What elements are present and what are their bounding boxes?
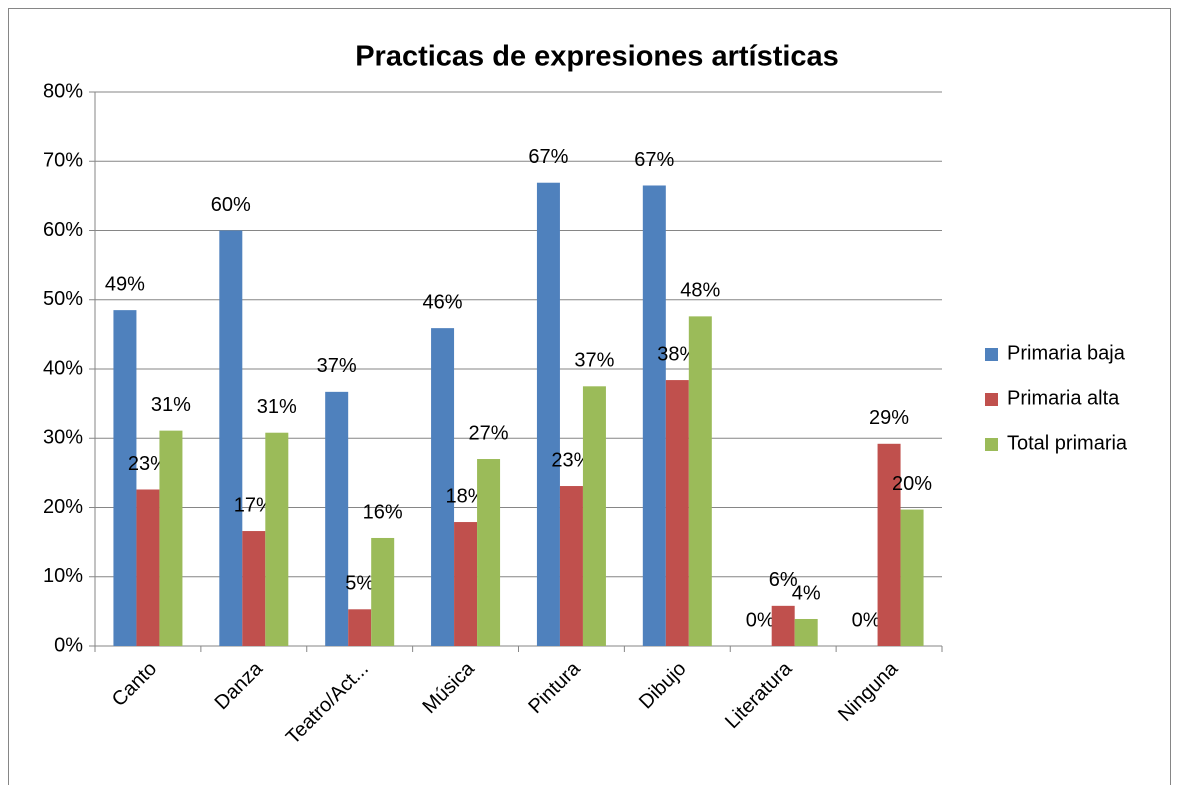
data-label: 6% bbox=[769, 569, 798, 591]
bar bbox=[325, 391, 349, 646]
data-label: 46% bbox=[423, 291, 463, 313]
y-tick-label: 10% bbox=[43, 565, 83, 587]
data-label: 18% bbox=[446, 485, 486, 507]
data-label: 17% bbox=[234, 494, 274, 516]
data-label: 20% bbox=[892, 473, 932, 495]
y-tick-label: 0% bbox=[54, 634, 83, 656]
bar bbox=[265, 432, 289, 646]
bar bbox=[771, 605, 795, 646]
data-label: 16% bbox=[363, 501, 403, 523]
bar bbox=[431, 328, 455, 646]
bar bbox=[477, 459, 501, 646]
y-tick-label: 50% bbox=[43, 288, 83, 310]
bar bbox=[665, 380, 689, 646]
y-tick-label: 40% bbox=[43, 357, 83, 379]
bar bbox=[242, 531, 266, 646]
data-label: 4% bbox=[792, 582, 821, 604]
bar bbox=[900, 509, 924, 646]
legend-swatch bbox=[985, 348, 998, 361]
data-label: 27% bbox=[469, 422, 509, 444]
bar bbox=[794, 618, 818, 646]
bar bbox=[348, 609, 372, 646]
data-label: 5% bbox=[345, 573, 374, 595]
bar bbox=[136, 489, 160, 646]
y-tick-label: 80% bbox=[43, 80, 83, 102]
y-tick-label: 30% bbox=[43, 427, 83, 449]
legend-swatch bbox=[985, 393, 998, 406]
y-tick-label: 60% bbox=[43, 219, 83, 241]
bar bbox=[454, 522, 478, 646]
data-label: 0% bbox=[746, 609, 775, 631]
data-label: 37% bbox=[317, 355, 357, 377]
bar bbox=[159, 430, 183, 646]
bar bbox=[582, 386, 606, 646]
bar bbox=[642, 185, 666, 647]
data-label: 49% bbox=[105, 273, 145, 295]
data-label: 23% bbox=[551, 449, 591, 471]
legend-label: Total primaria bbox=[1007, 432, 1128, 454]
data-label: 37% bbox=[574, 350, 614, 372]
legend-label: Primaria alta bbox=[1007, 387, 1120, 409]
data-label: 67% bbox=[528, 146, 568, 168]
data-label: 0% bbox=[852, 609, 881, 631]
bar bbox=[688, 316, 712, 646]
bar bbox=[219, 230, 243, 646]
bar bbox=[877, 443, 901, 646]
data-label: 31% bbox=[151, 394, 191, 416]
chart-title: Practicas de expresiones artísticas bbox=[355, 41, 839, 73]
data-label: 38% bbox=[657, 343, 697, 365]
bar bbox=[113, 310, 137, 646]
y-tick-label: 70% bbox=[43, 150, 83, 172]
data-label: 67% bbox=[634, 149, 674, 171]
legend-label: Primaria baja bbox=[1007, 342, 1126, 364]
data-label: 29% bbox=[869, 407, 909, 429]
data-label: 60% bbox=[211, 194, 251, 216]
y-tick-label: 20% bbox=[43, 496, 83, 518]
legend-swatch bbox=[985, 438, 998, 451]
bar bbox=[559, 486, 583, 646]
data-label: 23% bbox=[128, 453, 168, 475]
bar bbox=[536, 182, 560, 646]
bar bbox=[371, 537, 395, 646]
data-label: 48% bbox=[680, 280, 720, 302]
data-label: 31% bbox=[257, 396, 297, 418]
